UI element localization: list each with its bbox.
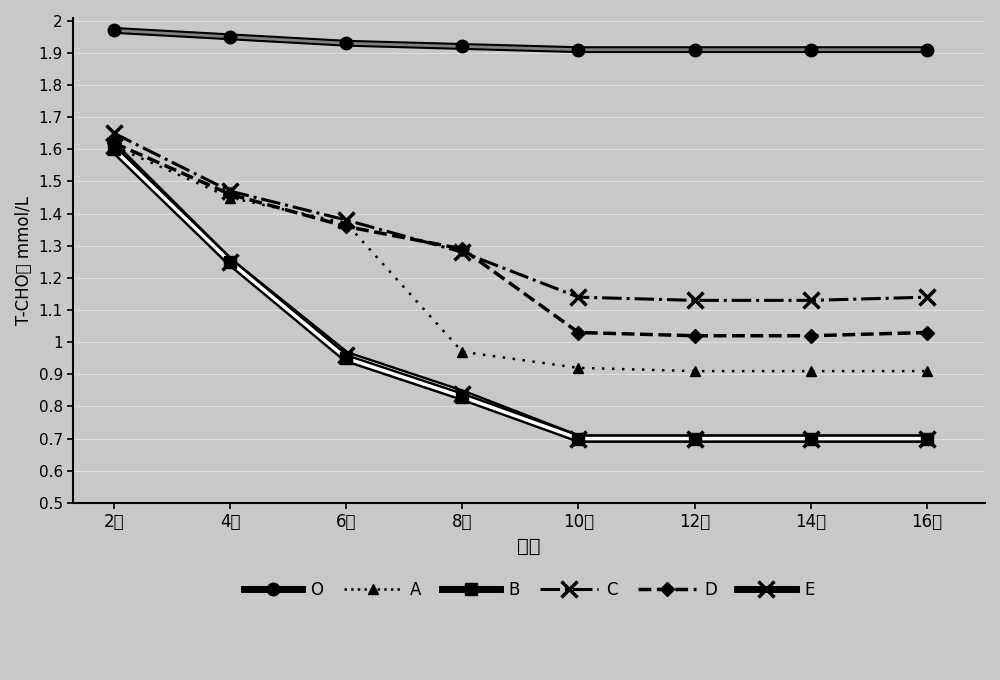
Legend: O, A, B, C, D, E: O, A, B, C, D, E bbox=[237, 575, 821, 606]
Y-axis label: T-CHO値 mmol/L: T-CHO値 mmol/L bbox=[15, 196, 33, 324]
X-axis label: 时间: 时间 bbox=[517, 537, 541, 556]
